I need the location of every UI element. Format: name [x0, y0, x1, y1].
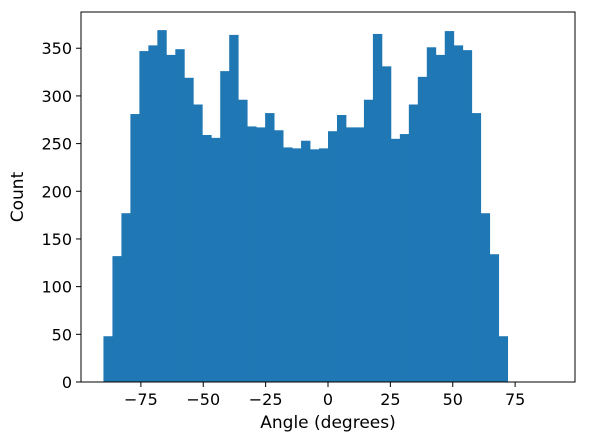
- histogram-bar: [363, 99, 374, 382]
- histogram-bar: [336, 114, 347, 383]
- y-tick-label: 200: [41, 182, 72, 201]
- histogram-bar: [426, 47, 437, 382]
- histogram-bar: [148, 45, 158, 383]
- y-tick-label: 100: [41, 278, 72, 297]
- histogram-bar: [480, 213, 491, 382]
- y-axis-ticks: 0 50 100 150 200 250 300 350: [41, 39, 81, 392]
- histogram-bar: [372, 33, 383, 383]
- histogram-bar: [256, 127, 266, 382]
- histogram-bar: [328, 131, 338, 382]
- x-tick-label: 25: [380, 390, 400, 409]
- y-tick-label: 50: [52, 325, 72, 344]
- x-axis-label: Angle (degrees): [260, 413, 395, 433]
- histogram-bar: [399, 134, 410, 382]
- y-tick-label: 0: [62, 373, 72, 392]
- histogram-bar: [121, 213, 131, 382]
- histogram-bar: [238, 99, 248, 382]
- y-axis-label: Count: [8, 171, 28, 222]
- histogram-bar: [184, 77, 194, 383]
- histogram-bar: [157, 30, 167, 382]
- histogram-bar: [381, 66, 392, 383]
- histogram-bar: [435, 54, 446, 382]
- histogram-bars: [103, 30, 509, 383]
- x-tick-label: −25: [249, 390, 283, 409]
- histogram-bar: [292, 148, 302, 382]
- histogram-bar: [274, 130, 284, 382]
- histogram-bar: [471, 113, 482, 383]
- histogram-bar: [301, 140, 311, 382]
- x-tick-label: −75: [124, 390, 158, 409]
- histogram-bar: [139, 51, 149, 383]
- histogram-bar: [193, 104, 203, 382]
- x-tick-label: 50: [443, 390, 463, 409]
- histogram-bar: [453, 45, 464, 383]
- histogram-bar: [220, 71, 230, 382]
- histogram-bar: [444, 31, 455, 382]
- histogram-bar: [283, 147, 293, 382]
- histogram-bar: [247, 126, 257, 383]
- y-tick-label: 350: [41, 39, 72, 58]
- x-tick-label: 75: [505, 390, 525, 409]
- histogram-bar: [112, 256, 122, 382]
- x-tick-label: 0: [323, 390, 333, 409]
- histogram-bar: [408, 104, 419, 382]
- histogram-bar: [489, 254, 500, 382]
- histogram-bar: [345, 127, 356, 382]
- y-tick-label: 250: [41, 135, 72, 154]
- histogram-bar: [175, 49, 185, 382]
- histogram-bar: [354, 127, 365, 382]
- histogram-bar: [417, 76, 428, 382]
- histogram-bar: [310, 149, 320, 382]
- histogram-bar: [166, 54, 176, 382]
- y-tick-label: 300: [41, 87, 72, 106]
- histogram-bar: [229, 34, 239, 382]
- x-tick-label: −50: [186, 390, 220, 409]
- histogram-bar: [211, 137, 221, 382]
- histogram-bar: [103, 336, 113, 382]
- histogram-bar: [462, 50, 473, 383]
- x-axis-ticks: −75 −50 −25 0 25 50 75: [124, 382, 525, 409]
- histogram-bar: [202, 135, 212, 382]
- histogram-bar: [265, 113, 275, 383]
- histogram-bar: [390, 138, 401, 382]
- histogram-bar: [130, 114, 140, 383]
- histogram-bar: [319, 148, 329, 382]
- y-tick-label: 150: [41, 230, 72, 249]
- histogram-bar: [498, 336, 509, 382]
